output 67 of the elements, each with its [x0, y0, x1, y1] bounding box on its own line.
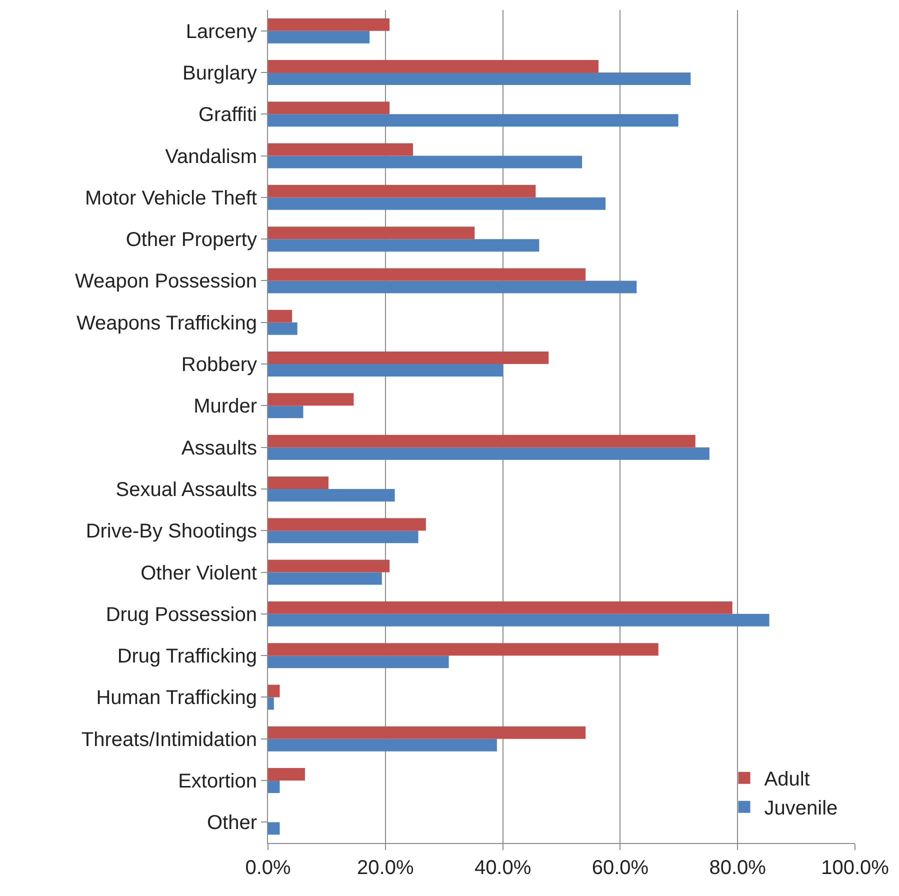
- x-tick-label: 80.0%: [709, 857, 766, 879]
- y-tick-label: Extortion: [178, 770, 257, 793]
- bar: [268, 393, 354, 406]
- y-tick-label: Larceny: [186, 20, 257, 43]
- y-tick-label: Graffiti: [198, 104, 257, 126]
- bar: [268, 30, 370, 44]
- bar: [268, 143, 413, 156]
- bar: [268, 614, 770, 626]
- bar: [268, 239, 540, 252]
- bar: [268, 560, 390, 572]
- y-tick-label: Drug Trafficking: [117, 646, 257, 668]
- bar: [268, 72, 691, 85]
- y-tick-label: Robbery: [181, 354, 257, 376]
- y-tick-label: Weapons Trafficking: [76, 312, 257, 334]
- bar: [268, 697, 274, 710]
- bar: [268, 768, 305, 781]
- bar: [268, 406, 304, 418]
- bar: [268, 476, 328, 489]
- bar: [268, 601, 732, 614]
- y-tick-label: Burglary: [182, 62, 257, 84]
- bar: [268, 572, 382, 585]
- bar: [268, 197, 606, 210]
- bar: [268, 322, 298, 335]
- bar: [268, 738, 497, 752]
- bar: [268, 530, 418, 544]
- bar: [268, 184, 536, 198]
- bar: [268, 156, 582, 168]
- bar: [268, 684, 280, 698]
- y-tick-label: Vandalism: [165, 146, 257, 168]
- y-tick-label: Sexual Assaults: [116, 478, 257, 501]
- x-tick-label: 20.0%: [357, 857, 414, 879]
- bar: [268, 352, 549, 364]
- x-tick-label: 40.0%: [474, 857, 532, 879]
- bar: [268, 364, 503, 377]
- x-tick-label: 0.0%: [245, 857, 292, 879]
- bar: [268, 18, 390, 31]
- bar: [268, 447, 710, 460]
- legend-label: Juvenile: [764, 798, 838, 820]
- bar: [268, 280, 637, 294]
- bar: [268, 726, 586, 739]
- legend-label: Adult: [764, 768, 810, 791]
- bar: [268, 656, 449, 668]
- y-tick-label: Other Violent: [140, 562, 258, 584]
- bar: [268, 102, 390, 114]
- x-tick-label: 60.0%: [592, 857, 649, 879]
- bar: [268, 268, 586, 281]
- bar: [268, 822, 280, 835]
- bar: [268, 60, 598, 72]
- y-tick-label: Murder: [194, 396, 258, 418]
- y-tick-label: Motor Vehicle Theft: [85, 187, 258, 210]
- bar: [268, 226, 475, 240]
- bar: [268, 780, 280, 794]
- x-tick-label: 100.0%: [821, 857, 890, 879]
- y-tick-label: Assaults: [181, 437, 257, 460]
- y-tick-label: Threats/Intimidation: [81, 728, 257, 751]
- bar: [268, 643, 658, 656]
- bar: [268, 114, 678, 127]
- y-tick-label: Other: [206, 812, 258, 834]
- bar: [268, 518, 426, 531]
- bar: [268, 488, 395, 502]
- y-tick-label: Other Property: [126, 229, 257, 252]
- y-tick-label: Weapon Possession: [75, 270, 257, 293]
- y-tick-label: Human Trafficking: [96, 687, 257, 710]
- bar: [268, 310, 292, 322]
- y-tick-label: Drive-By Shootings: [86, 520, 257, 543]
- bar: [268, 434, 696, 448]
- y-tick-label: Drug Possession: [106, 604, 257, 626]
